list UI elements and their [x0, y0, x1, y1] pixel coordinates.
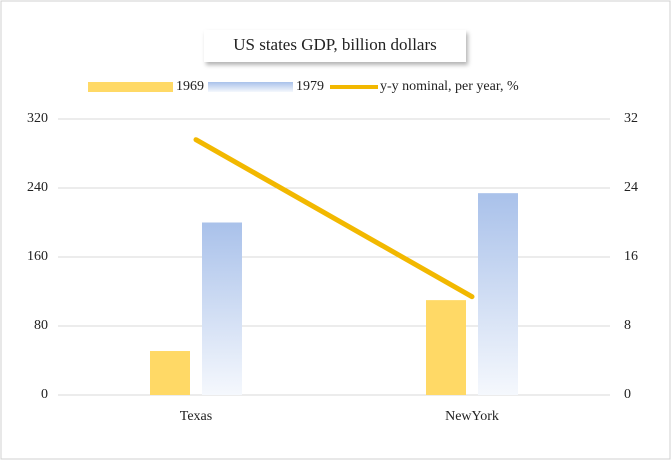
y2-tick-label: 32 — [624, 111, 638, 126]
y2-tick-label: 0 — [624, 387, 631, 402]
bar — [202, 222, 242, 395]
bar — [478, 193, 518, 395]
x-tick-label: NewYork — [445, 409, 499, 424]
bar — [150, 351, 190, 395]
legend-label: 1969 — [176, 79, 204, 94]
y-tick-label: 0 — [41, 387, 48, 402]
y2-tick-label: 24 — [624, 180, 638, 195]
legend-label: 1979 — [296, 79, 324, 94]
y-tick-label: 160 — [27, 249, 48, 264]
legend-swatch — [88, 82, 173, 92]
legend-swatch — [208, 82, 293, 92]
y2-tick-label: 16 — [624, 249, 638, 264]
y-tick-label: 80 — [34, 318, 48, 333]
line-series — [193, 137, 475, 300]
title-box — [204, 30, 466, 62]
chart-title: US states GDP, billion dollars — [233, 35, 437, 54]
legend-label: y-y nominal, per year, % — [380, 79, 519, 94]
y-tick-label: 240 — [27, 180, 48, 195]
y2-tick-label: 8 — [624, 318, 631, 333]
bar — [426, 300, 466, 395]
x-tick-label: Texas — [180, 409, 212, 424]
y-tick-label: 320 — [27, 111, 48, 126]
